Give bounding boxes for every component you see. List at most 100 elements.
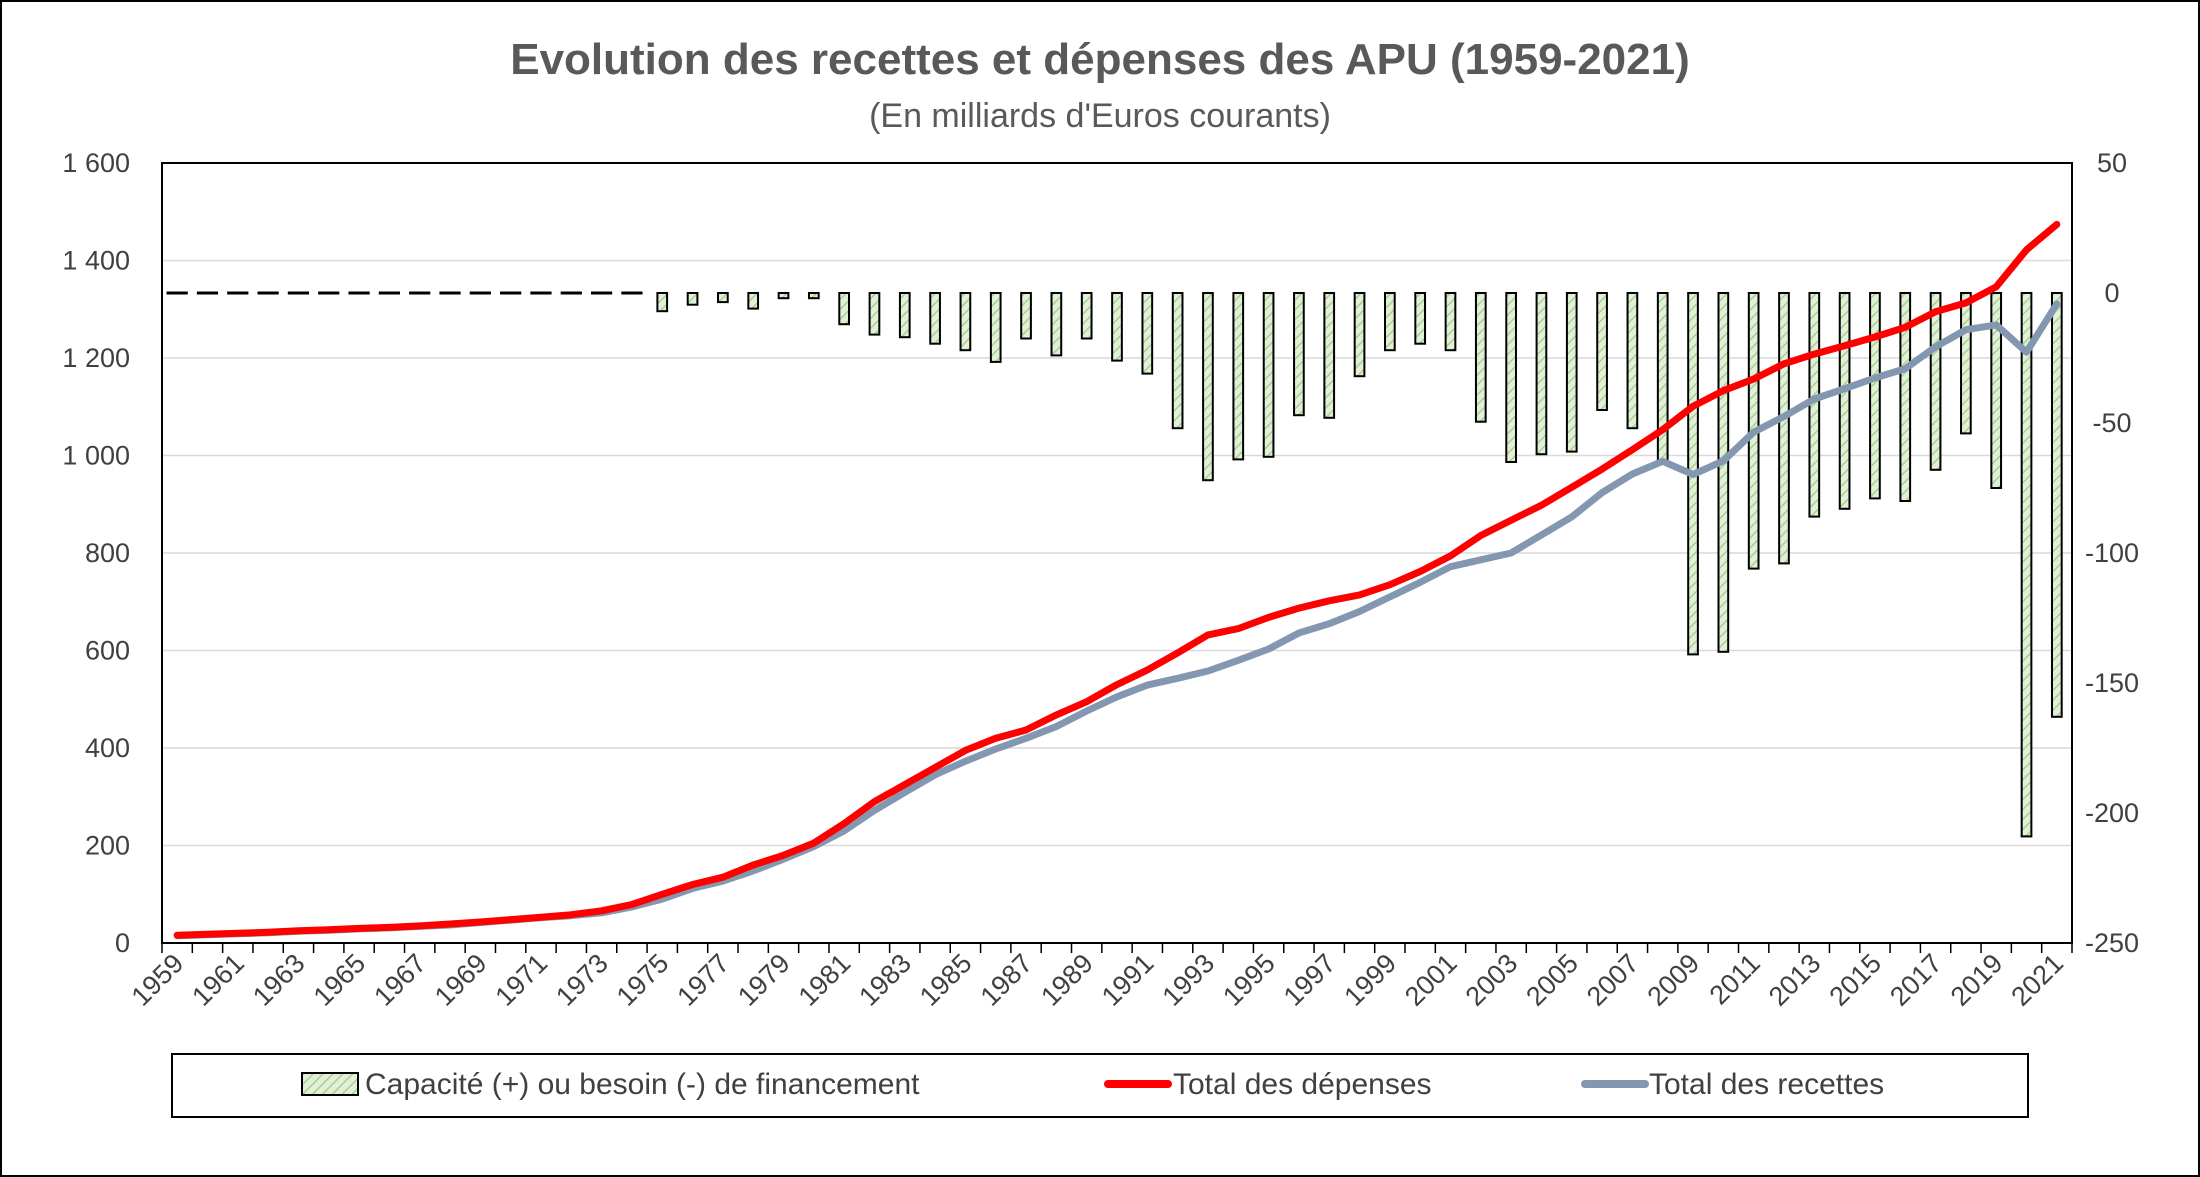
- legend-label-recettes: Total des recettes: [1649, 1068, 1884, 1101]
- bar-capacite-2000: [1414, 292, 1427, 345]
- bar-capacite-1990: [1111, 292, 1123, 362]
- x-tick-label: 2001: [1399, 948, 1463, 1012]
- x-tick-label: 2005: [1520, 948, 1584, 1012]
- chart-subtitle: (En milliards d'Euros courants): [869, 97, 1331, 135]
- x-tick-label: 1961: [186, 948, 250, 1012]
- x-tick-label: 2015: [1823, 948, 1887, 1012]
- x-tick-label: 1977: [671, 948, 735, 1012]
- x-tick-label: 1963: [247, 948, 311, 1012]
- y-left-tick-label: 1 400: [62, 246, 130, 276]
- x-tick-label: 1999: [1338, 948, 1402, 1012]
- x-tick-label: 1975: [611, 948, 675, 1012]
- bar-capacite-2018: [1960, 292, 1972, 435]
- line-series: [173, 220, 2061, 940]
- bar-capacite-1989: [1080, 292, 1093, 340]
- bar-capacite-2003: [1505, 292, 1517, 463]
- x-tick-label: 1989: [1035, 948, 1099, 1012]
- x-tick-label: 1959: [126, 948, 190, 1012]
- bar-capacite-2019: [1990, 292, 2003, 489]
- bar-capacite-2017: [1929, 292, 1942, 471]
- bar-capacite-1977: [717, 292, 729, 304]
- y-right-tick-label: -200: [2085, 798, 2139, 828]
- x-tick-label: 2009: [1642, 948, 1706, 1012]
- x-tick-label: 1971: [490, 948, 554, 1012]
- y-right-tick-label: -100: [2085, 538, 2139, 568]
- bar-capacite-1997: [1323, 292, 1336, 419]
- y-left-tick-label: 600: [85, 636, 130, 666]
- bar-series: [166, 291, 2063, 838]
- line-total-recettes: [173, 300, 2061, 940]
- bar-capacite-1991: [1141, 292, 1154, 375]
- y-right-tick-label: 50: [2097, 148, 2127, 178]
- bar-capacite-2002: [1474, 292, 1487, 423]
- bar-capacite-2005: [1565, 292, 1578, 453]
- y-right-tick-label: -50: [2092, 408, 2131, 438]
- y-left-tick-label: 1 200: [62, 343, 130, 373]
- bar-capacite-2020: [2020, 292, 2033, 838]
- x-tick-label: 2007: [1581, 948, 1645, 1012]
- bar-capacite-1987: [1020, 292, 1032, 340]
- x-tick-label: 1983: [853, 948, 917, 1012]
- x-tick-label: 2003: [1460, 948, 1524, 1012]
- legend-swatch-capacite: [301, 1072, 359, 1096]
- y-left-tick-label: 0: [115, 928, 130, 958]
- x-tick-label: 1981: [793, 948, 857, 1012]
- y-right-tick-label: 0: [2104, 278, 2119, 308]
- x-tick-label: 2017: [1884, 948, 1948, 1012]
- bar-capacite-1988: [1050, 292, 1063, 357]
- y-left-tick-label: 200: [85, 831, 130, 861]
- line-total-depenses: [173, 220, 2061, 939]
- bar-capacite-1999: [1384, 292, 1396, 352]
- x-tick-label: 1967: [368, 948, 432, 1012]
- bar-capacite-2012: [1778, 292, 1790, 565]
- x-tick-label: 1965: [308, 948, 372, 1012]
- bar-capacite-1980: [807, 292, 820, 300]
- bar-capacite-2004: [1535, 292, 1548, 456]
- bar-capacite-1992: [1171, 292, 1184, 430]
- bar-capacite-2015: [1869, 292, 1881, 500]
- x-tick-label: 1985: [914, 948, 978, 1012]
- bar-capacite-2006: [1596, 292, 1608, 411]
- y-left-tick-label: 1 000: [62, 441, 130, 471]
- x-tick-label: 2013: [1763, 948, 1827, 1012]
- legend-label-depenses: Total des dépenses: [1173, 1068, 1432, 1101]
- y-left-tick-label: 400: [85, 733, 130, 763]
- x-tick-label: 1973: [550, 948, 614, 1012]
- x-tick-label: 2011: [1704, 948, 1766, 1010]
- x-tick-label: 1993: [1157, 948, 1221, 1012]
- x-tick-label: 2019: [1945, 948, 2009, 1012]
- bar-capacite-1982: [868, 292, 881, 336]
- legend: Capacité (+) ou besoin (-) de financemen…: [171, 1053, 2029, 1118]
- bar-capacite-1979: [777, 292, 790, 300]
- bar-capacite-1983: [898, 292, 911, 339]
- legend-label-capacite: Capacité (+) ou besoin (-) de financemen…: [365, 1068, 920, 1101]
- x-tick-label: 1969: [429, 948, 493, 1012]
- x-tick-label: 1979: [732, 948, 796, 1012]
- bar-capacite-1994: [1232, 292, 1245, 461]
- bar-capacite-1984: [929, 292, 941, 345]
- bar-capacite-1985: [959, 292, 972, 352]
- bar-capacite-2010: [1717, 292, 1730, 653]
- bar-capacite-2021: [2050, 292, 2063, 718]
- bar-capacite-2007: [1626, 292, 1639, 430]
- bar-capacite-1986: [989, 292, 1002, 363]
- bar-capacite-1976: [686, 292, 699, 306]
- bar-capacite-1993: [1202, 292, 1214, 482]
- bar-capacite-2016: [1899, 292, 1912, 502]
- x-axis: 1959196119631965196719691971197319751977…: [126, 943, 2073, 1012]
- chart-title: Evolution des recettes et dépenses des A…: [510, 35, 1690, 84]
- y-left-tick-label: 800: [85, 538, 130, 568]
- x-tick-label: 1987: [975, 948, 1039, 1012]
- bar-capacite-1981: [838, 292, 850, 326]
- bar-capacite-1995: [1262, 292, 1275, 458]
- bar-capacite-1978: [747, 292, 760, 310]
- bar-capacite-1998: [1353, 292, 1366, 378]
- bar-capacite-2014: [1838, 292, 1851, 510]
- x-tick-label: 1991: [1096, 948, 1160, 1012]
- x-tick-label: 2021: [2005, 948, 2069, 1012]
- x-tick-label: 1995: [1217, 948, 1281, 1012]
- plot-area: [161, 162, 2073, 944]
- y-right-tick-label: -250: [2085, 928, 2139, 958]
